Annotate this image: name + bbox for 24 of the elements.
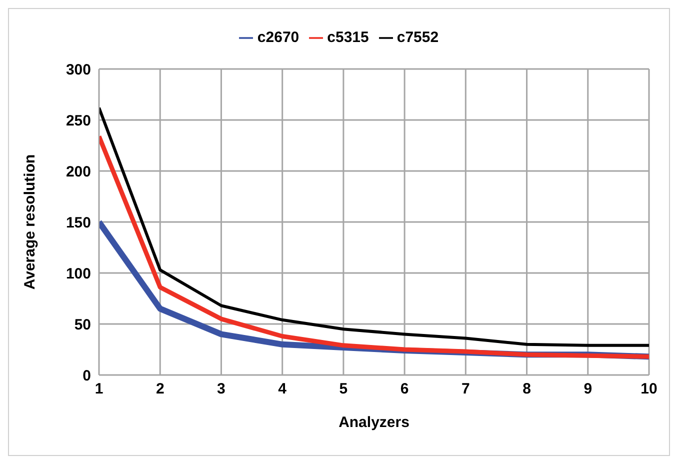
y-tick-label: 50 <box>74 316 91 334</box>
y-tick-label: 200 <box>66 163 91 180</box>
line-series <box>99 134 649 359</box>
y-tick-label: 150 <box>66 214 91 232</box>
y-axis-title: Average resolution <box>21 154 38 290</box>
x-axis-title: Analyzers <box>338 414 410 431</box>
x-tick-label: 7 <box>461 380 470 398</box>
x-tick-label: 6 <box>400 380 409 398</box>
line-series <box>99 106 649 347</box>
x-tick-label: 9 <box>584 380 592 398</box>
x-tick-label: 8 <box>522 380 531 398</box>
x-tick-label: 3 <box>217 380 226 398</box>
x-tick-label: 4 <box>278 380 288 398</box>
legend-label: c5315 <box>327 29 369 46</box>
x-tick-label: 2 <box>156 380 164 398</box>
x-tick-label: 1 <box>94 380 104 398</box>
x-tick-label: 10 <box>640 380 658 398</box>
legend-label: c7552 <box>396 29 439 46</box>
x-tick-label: 5 <box>339 380 348 398</box>
y-tick-label: 250 <box>66 112 91 130</box>
legend-label: c2670 <box>257 29 300 46</box>
y-tick-label: 300 <box>66 61 91 78</box>
y-tick-label: 100 <box>66 265 91 282</box>
y-tick-label: 0 <box>82 367 91 384</box>
